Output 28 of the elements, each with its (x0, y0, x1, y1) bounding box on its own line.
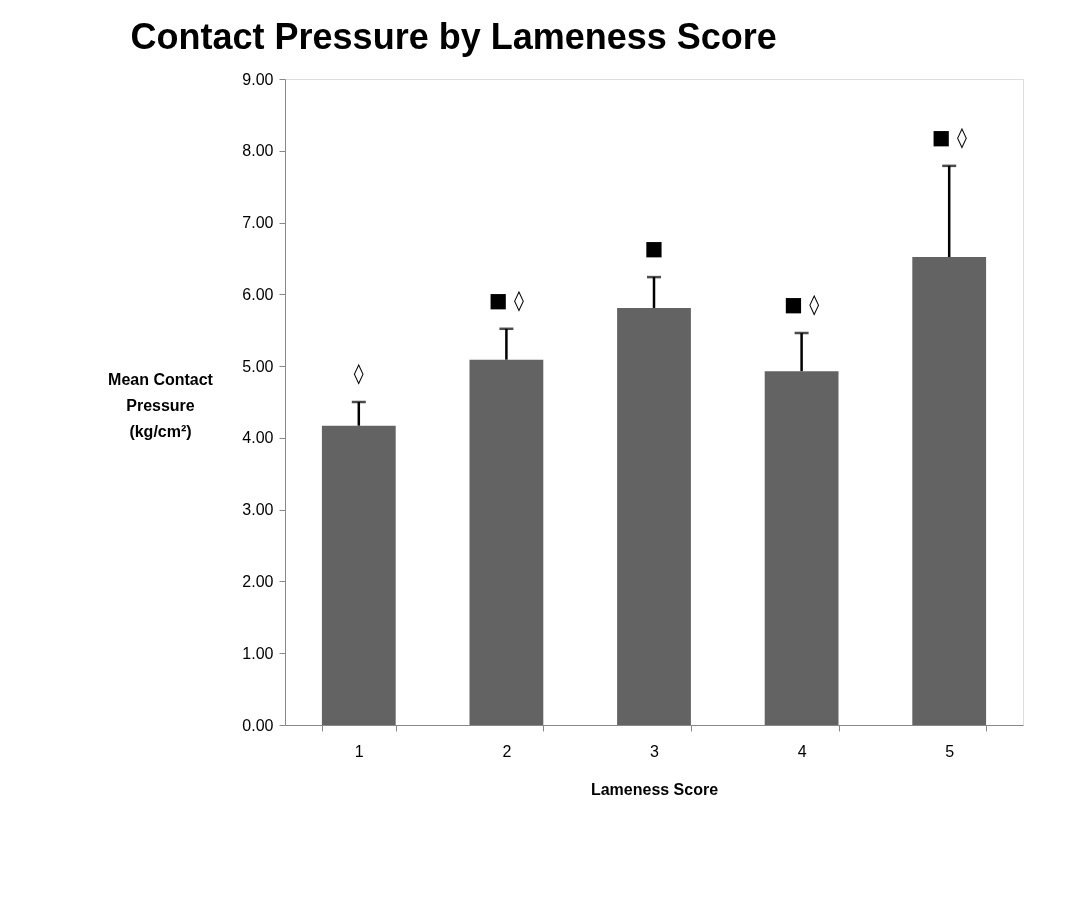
y-tick-label: 6.00 (242, 285, 274, 303)
x-tick-label: 4 (797, 742, 807, 760)
bar (321, 425, 396, 725)
annotation: ■ ◊ (931, 124, 967, 149)
y-axis-title: Mean Contact Pressure (kg/cm²) (108, 370, 214, 440)
y-tick-label: 4.00 (242, 429, 274, 447)
annotation: ◊ (353, 361, 364, 385)
y-tick-label: 3.00 (242, 501, 274, 519)
annotation: ■ ◊ (784, 292, 820, 317)
y-tick-label: 1.00 (242, 644, 274, 662)
chart-title: Contact Pressure by Lameness Score (130, 16, 777, 57)
x-axis-title: Lameness Score (590, 780, 719, 798)
annotation: ■ (644, 236, 664, 261)
y-tick-label: 7.00 (242, 214, 274, 232)
bar (912, 257, 987, 725)
x-tick-label: 5 (945, 742, 955, 760)
y-tick-label: 5.00 (242, 357, 274, 375)
bar (617, 307, 691, 725)
x-tick-label: 3 (650, 742, 660, 760)
annotation: ■ ◊ (488, 287, 525, 312)
y-tick-label: 9.00 (242, 70, 274, 88)
x-tick-label: 1 (354, 742, 364, 760)
bar (469, 359, 544, 725)
y-tick-label: 2.00 (242, 572, 274, 590)
y-tick-label: 8.00 (242, 142, 274, 160)
y-tick-label: 0.00 (242, 716, 274, 734)
bar (764, 371, 839, 725)
x-tick-label: 2 (502, 742, 512, 760)
